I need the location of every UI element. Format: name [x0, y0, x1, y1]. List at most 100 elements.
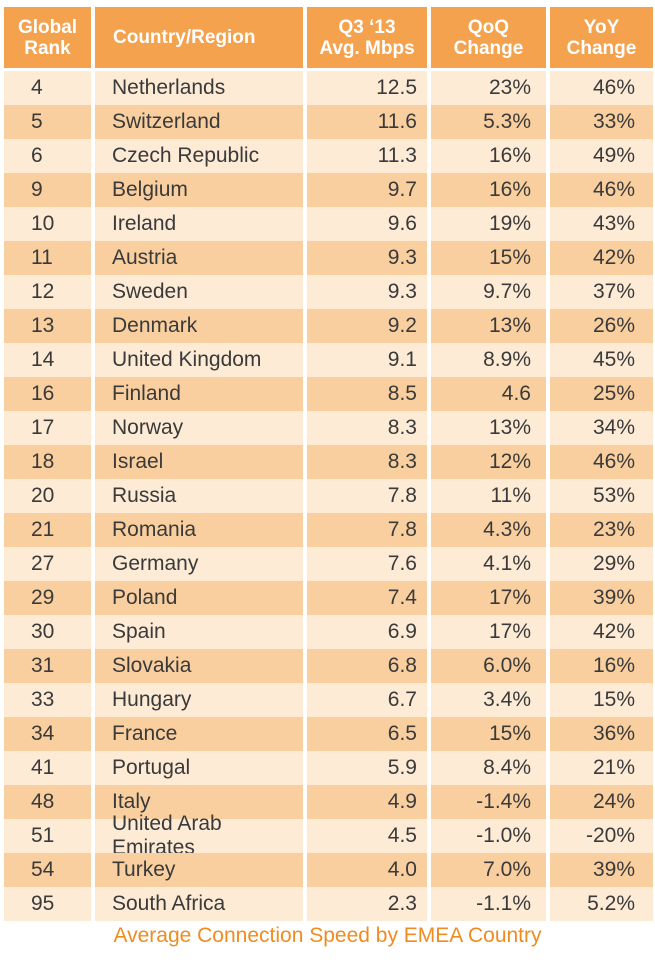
- header-yoy-line1: YoY: [583, 16, 620, 38]
- cell-avg-mbps: 4.9: [307, 785, 427, 819]
- cell-qoq-change: 23%: [431, 71, 546, 105]
- cell-yoy-change: 5.2%: [550, 887, 653, 921]
- cell-country: Slovakia: [95, 649, 303, 683]
- cell-country: Ireland: [95, 207, 303, 241]
- cell-avg-mbps: 9.6: [307, 207, 427, 241]
- cell-yoy-change: 53%: [550, 479, 653, 513]
- cell-avg-mbps: 11.6: [307, 105, 427, 139]
- cell-avg-mbps: 9.1: [307, 343, 427, 377]
- cell-yoy-change: 33%: [550, 105, 653, 139]
- cell-avg-mbps: 4.0: [307, 853, 427, 887]
- header-rank-line2: Rank: [24, 37, 71, 59]
- cell-avg-mbps: 12.5: [307, 71, 427, 105]
- cell-yoy-change: 49%: [550, 139, 653, 173]
- cell-rank: 51: [4, 819, 91, 853]
- cell-rank: 95: [4, 887, 91, 921]
- header-rank-line1: Global: [17, 16, 78, 38]
- cell-avg-mbps: 4.5: [307, 819, 427, 853]
- cell-qoq-change: 12%: [431, 445, 546, 479]
- cell-country: Netherlands: [95, 71, 303, 105]
- cell-yoy-change: 46%: [550, 173, 653, 207]
- header-avg-mbps: Q3 ‘13 Avg. Mbps: [307, 7, 427, 68]
- cell-yoy-change: 42%: [550, 241, 653, 275]
- cell-country: Israel: [95, 445, 303, 479]
- cell-qoq-change: 15%: [431, 717, 546, 751]
- cell-country: South Africa: [95, 887, 303, 921]
- cell-rank: 4: [4, 71, 91, 105]
- cell-qoq-change: 3.4%: [431, 683, 546, 717]
- cell-avg-mbps: 2.3: [307, 887, 427, 921]
- cell-avg-mbps: 6.7: [307, 683, 427, 717]
- cell-rank: 14: [4, 343, 91, 377]
- cell-qoq-change: 17%: [431, 615, 546, 649]
- cell-country: Turkey: [95, 853, 303, 887]
- cell-yoy-change: 39%: [550, 853, 653, 887]
- cell-rank: 34: [4, 717, 91, 751]
- cell-avg-mbps: 9.7: [307, 173, 427, 207]
- header-yoy-change: YoY Change: [550, 7, 653, 68]
- header-global-rank: Global Rank: [4, 7, 91, 68]
- cell-yoy-change: 25%: [550, 377, 653, 411]
- cell-rank: 17: [4, 411, 91, 445]
- cell-rank: 6: [4, 139, 91, 173]
- cell-qoq-change: 8.9%: [431, 343, 546, 377]
- cell-country: Switzerland: [95, 105, 303, 139]
- cell-qoq-change: 5.3%: [431, 105, 546, 139]
- cell-qoq-change: -1.4%: [431, 785, 546, 819]
- cell-avg-mbps: 8.3: [307, 411, 427, 445]
- cell-rank: 20: [4, 479, 91, 513]
- cell-rank: 48: [4, 785, 91, 819]
- cell-yoy-change: 42%: [550, 615, 653, 649]
- cell-qoq-change: 4.6: [431, 377, 546, 411]
- header-qoq-line1: QoQ: [467, 16, 510, 38]
- cell-yoy-change: 29%: [550, 547, 653, 581]
- cell-country: Sweden: [95, 275, 303, 309]
- cell-qoq-change: 7.0%: [431, 853, 546, 887]
- cell-rank: 13: [4, 309, 91, 343]
- cell-yoy-change: 34%: [550, 411, 653, 445]
- cell-qoq-change: 15%: [431, 241, 546, 275]
- cell-country: Romania: [95, 513, 303, 547]
- cell-country: Germany: [95, 547, 303, 581]
- cell-avg-mbps: 11.3: [307, 139, 427, 173]
- cell-qoq-change: 9.7%: [431, 275, 546, 309]
- connection-speed-table: Global Rank Country/Region Q3 ‘13 Avg. M…: [4, 7, 653, 921]
- cell-rank: 33: [4, 683, 91, 717]
- cell-country: Italy: [95, 785, 303, 819]
- cell-rank: 5: [4, 105, 91, 139]
- header-country-region: Country/Region: [95, 7, 303, 68]
- cell-qoq-change: 13%: [431, 411, 546, 445]
- cell-avg-mbps: 9.3: [307, 241, 427, 275]
- cell-rank: 12: [4, 275, 91, 309]
- cell-country: United Kingdom: [95, 343, 303, 377]
- cell-qoq-change: 13%: [431, 309, 546, 343]
- cell-qoq-change: 16%: [431, 173, 546, 207]
- table-caption: Average Connection Speed by EMEA Country: [113, 924, 542, 947]
- cell-rank: 11: [4, 241, 91, 275]
- cell-qoq-change: -1.0%: [431, 819, 546, 853]
- header-qoq-line2: Change: [453, 37, 524, 59]
- cell-yoy-change: 46%: [550, 71, 653, 105]
- cell-country: Austria: [95, 241, 303, 275]
- header-yoy-line2: Change: [566, 37, 637, 59]
- cell-avg-mbps: 6.5: [307, 717, 427, 751]
- cell-rank: 9: [4, 173, 91, 207]
- cell-rank: 27: [4, 547, 91, 581]
- cell-country: Denmark: [95, 309, 303, 343]
- cell-yoy-change: 45%: [550, 343, 653, 377]
- cell-avg-mbps: 9.3: [307, 275, 427, 309]
- cell-country: United Arab Emirates: [95, 812, 303, 859]
- cell-yoy-change: 16%: [550, 649, 653, 683]
- cell-qoq-change: 16%: [431, 139, 546, 173]
- cell-country: France: [95, 717, 303, 751]
- cell-yoy-change: 21%: [550, 751, 653, 785]
- cell-country: Czech Republic: [95, 139, 303, 173]
- cell-avg-mbps: 8.3: [307, 445, 427, 479]
- cell-avg-mbps: 7.4: [307, 581, 427, 615]
- cell-yoy-change: -20%: [550, 819, 653, 853]
- cell-qoq-change: 6.0%: [431, 649, 546, 683]
- cell-yoy-change: 24%: [550, 785, 653, 819]
- header-speed-line2: Avg. Mbps: [319, 37, 415, 59]
- cell-avg-mbps: 8.5: [307, 377, 427, 411]
- cell-country: Finland: [95, 377, 303, 411]
